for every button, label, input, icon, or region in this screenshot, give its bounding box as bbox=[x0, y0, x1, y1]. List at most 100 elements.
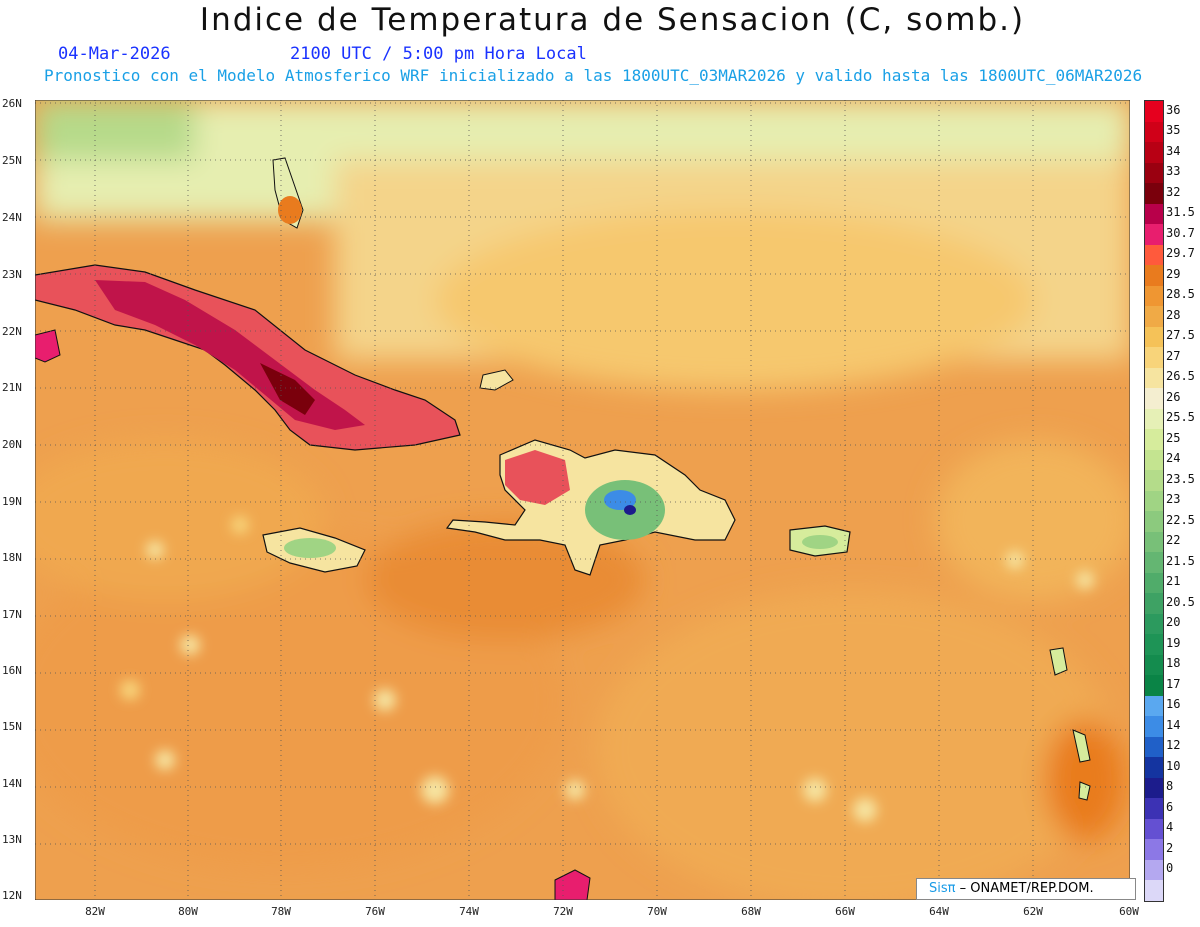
legend-level-label: 12 bbox=[1166, 738, 1181, 753]
legend-swatch bbox=[1145, 490, 1163, 511]
legend-level-label: 30.7 bbox=[1166, 225, 1195, 240]
legend-level-label: 27 bbox=[1166, 348, 1181, 363]
legend-level-label: 27.5 bbox=[1166, 328, 1195, 343]
lon-label: 68W bbox=[741, 905, 761, 918]
legend-level-label: 23.5 bbox=[1166, 471, 1195, 486]
lat-label: 24N bbox=[2, 211, 22, 224]
legend-swatch bbox=[1145, 654, 1163, 675]
legend-level-label: 26.5 bbox=[1166, 369, 1195, 384]
legend-swatch bbox=[1145, 121, 1163, 142]
legend-level-label: 0 bbox=[1166, 861, 1174, 876]
lat-label: 16N bbox=[2, 664, 22, 677]
guadeloupe bbox=[1049, 647, 1068, 676]
legend-level-label: 4 bbox=[1166, 820, 1174, 835]
legend-level-label: 17 bbox=[1166, 676, 1181, 691]
legend-level-label: 14 bbox=[1166, 717, 1181, 732]
legend-level-label: 36 bbox=[1166, 102, 1181, 117]
legend-swatch bbox=[1145, 798, 1163, 819]
legend-level-label: 20 bbox=[1166, 615, 1181, 630]
legend-swatch bbox=[1145, 101, 1163, 122]
heat-index-map bbox=[35, 100, 1130, 900]
legend-swatch bbox=[1145, 244, 1163, 265]
lat-label: 20N bbox=[2, 438, 22, 451]
legend-swatch bbox=[1145, 162, 1163, 183]
forecast-time: 2100 UTC / 5:00 pm Hora Local bbox=[290, 44, 587, 64]
sispi-logo: Sisπ bbox=[929, 881, 956, 896]
legend-swatch bbox=[1145, 777, 1163, 798]
legend-level-label: 31.5 bbox=[1166, 205, 1195, 220]
legend-swatch bbox=[1145, 757, 1163, 778]
legend-swatch bbox=[1145, 224, 1163, 245]
temperature-field bbox=[35, 100, 1130, 900]
legend-swatch bbox=[1145, 265, 1163, 286]
legend-level-label: 33 bbox=[1166, 164, 1181, 179]
forecast-date: 04-Mar-2026 bbox=[58, 44, 171, 64]
lat-label: 22N bbox=[2, 325, 22, 338]
legend-level-label: 29.7 bbox=[1166, 246, 1195, 261]
legend-swatch bbox=[1145, 449, 1163, 470]
lon-label: 80W bbox=[178, 905, 198, 918]
lon-label: 62W bbox=[1023, 905, 1043, 918]
legend-swatch bbox=[1145, 675, 1163, 696]
lon-label: 74W bbox=[459, 905, 479, 918]
legend-swatch bbox=[1145, 429, 1163, 450]
legend-level-label: 24 bbox=[1166, 451, 1181, 466]
legend-swatch bbox=[1145, 572, 1163, 593]
islands bbox=[35, 157, 1091, 900]
lon-label: 82W bbox=[85, 905, 105, 918]
legend-level-label: 18 bbox=[1166, 656, 1181, 671]
legend-swatch bbox=[1145, 285, 1163, 306]
legend-swatch bbox=[1145, 367, 1163, 388]
model-info: Pronostico con el Modelo Atmosferico WRF… bbox=[44, 66, 1143, 85]
legend-level-label: 34 bbox=[1166, 143, 1181, 158]
lat-label: 26N bbox=[2, 97, 22, 110]
lat-label: 13N bbox=[2, 833, 22, 846]
lon-label: 76W bbox=[365, 905, 385, 918]
legend-swatch bbox=[1145, 306, 1163, 327]
lat-label: 21N bbox=[2, 381, 22, 394]
legend-swatch bbox=[1145, 203, 1163, 224]
legend-swatch bbox=[1145, 183, 1163, 204]
legend-level-label: 2 bbox=[1166, 840, 1174, 855]
legend-swatch bbox=[1145, 552, 1163, 573]
credit-text: – ONAMET/REP.DOM. bbox=[959, 881, 1094, 896]
lon-label: 72W bbox=[553, 905, 573, 918]
legend-swatch bbox=[1145, 408, 1163, 429]
legend-level-label: 35 bbox=[1166, 123, 1181, 138]
legend-swatch bbox=[1145, 818, 1163, 839]
legend-swatch bbox=[1145, 613, 1163, 634]
guajira bbox=[554, 869, 591, 900]
legend-level-label: 25 bbox=[1166, 430, 1181, 445]
legend-level-label: 22.5 bbox=[1166, 512, 1195, 527]
credit-box: Sisπ – ONAMET/REP.DOM. bbox=[916, 878, 1136, 900]
st-lucia bbox=[1078, 781, 1091, 801]
lat-label: 14N bbox=[2, 777, 22, 790]
map-title: Indice de Temperatura de Sensacion (C, s… bbox=[199, 2, 1026, 38]
lat-label: 25N bbox=[2, 154, 22, 167]
legend-swatch bbox=[1145, 142, 1163, 163]
legend-level-label: 22 bbox=[1166, 533, 1181, 548]
legend-level-label: 16 bbox=[1166, 697, 1181, 712]
legend-level-label: 28.5 bbox=[1166, 287, 1195, 302]
lat-label: 19N bbox=[2, 495, 22, 508]
legend-swatch bbox=[1145, 880, 1163, 901]
lat-label: 17N bbox=[2, 608, 22, 621]
lat-label: 12N bbox=[2, 889, 22, 902]
legend-level-label: 28 bbox=[1166, 307, 1181, 322]
legend-swatch bbox=[1145, 326, 1163, 347]
lon-label: 60W bbox=[1119, 905, 1139, 918]
legend-level-label: 21.5 bbox=[1166, 553, 1195, 568]
martinique bbox=[1072, 729, 1091, 763]
lat-label: 23N bbox=[2, 268, 22, 281]
great-inagua bbox=[479, 369, 514, 391]
lat-label: 18N bbox=[2, 551, 22, 564]
legend-level-label: 6 bbox=[1166, 799, 1174, 814]
lon-label: 66W bbox=[835, 905, 855, 918]
graticule bbox=[35, 100, 1130, 900]
legend-swatch bbox=[1145, 531, 1163, 552]
lon-label: 78W bbox=[271, 905, 291, 918]
legend-swatch bbox=[1145, 839, 1163, 860]
legend-level-label: 10 bbox=[1166, 758, 1181, 773]
legend-level-label: 21 bbox=[1166, 574, 1181, 589]
color-legend bbox=[1144, 100, 1164, 902]
